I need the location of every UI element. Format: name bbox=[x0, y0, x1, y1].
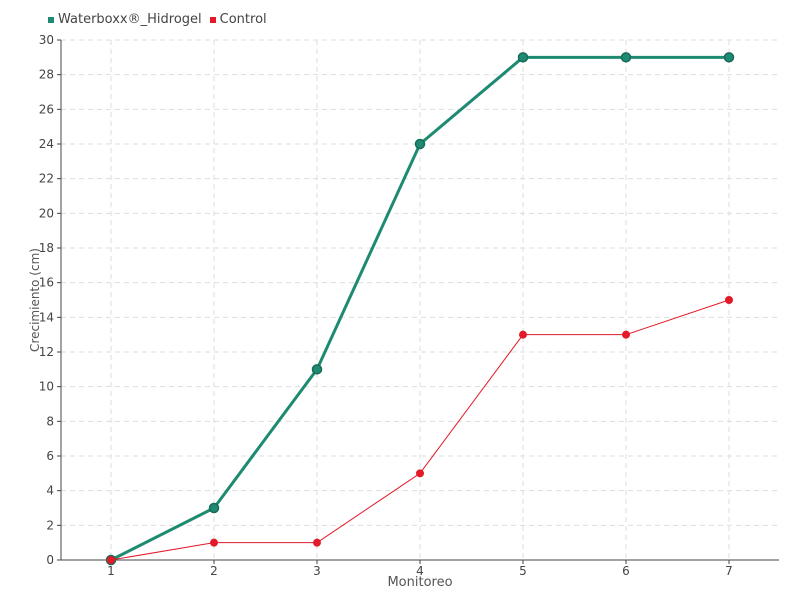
legend-item-control[interactable]: Control bbox=[209, 12, 267, 27]
x-tick-label: 6 bbox=[622, 564, 630, 578]
data-point-control bbox=[210, 538, 218, 547]
y-tick-label: 16 bbox=[39, 276, 54, 290]
data-point-control bbox=[107, 556, 115, 564]
data-point-control bbox=[725, 296, 733, 304]
y-tick-label: 18 bbox=[39, 241, 54, 255]
y-tick-label: 28 bbox=[39, 68, 54, 82]
legend-item-waterboxx[interactable]: Waterboxx®_Hidrogel bbox=[48, 12, 202, 27]
x-tick-label: 2 bbox=[210, 564, 218, 578]
y-tick-label: 4 bbox=[46, 484, 54, 498]
y-tick-label: 14 bbox=[39, 310, 54, 324]
y-tick-label: 30 bbox=[39, 33, 54, 47]
x-tick-label: 4 bbox=[416, 564, 424, 578]
y-tick-label: 12 bbox=[39, 345, 54, 359]
data-point-waterboxx bbox=[208, 502, 220, 514]
data-point-control bbox=[416, 469, 424, 478]
y-tick-label: 10 bbox=[39, 380, 54, 394]
y-tick-label: 24 bbox=[39, 137, 54, 151]
data-point-waterboxx bbox=[414, 138, 426, 150]
series-control bbox=[107, 296, 733, 564]
y-tick-label: 22 bbox=[39, 172, 54, 186]
legend-swatch-waterboxx bbox=[48, 16, 54, 23]
legend-label-waterboxx: Waterboxx®_Hidrogel bbox=[58, 12, 202, 27]
series-waterboxx bbox=[105, 52, 735, 566]
x-tick-label: 3 bbox=[313, 564, 321, 578]
legend-swatch-control bbox=[209, 16, 216, 23]
data-point-waterboxx bbox=[517, 52, 529, 63]
y-tick-label: 20 bbox=[39, 206, 54, 220]
y-tick-label: 0 bbox=[46, 553, 54, 567]
x-tick-label: 5 bbox=[519, 564, 527, 578]
data-point-waterboxx bbox=[311, 364, 323, 375]
y-tick-label: 6 bbox=[46, 449, 54, 463]
data-point-control bbox=[519, 330, 527, 339]
y-tick-label: 8 bbox=[46, 414, 54, 428]
data-point-control bbox=[622, 330, 630, 339]
data-point-waterboxx bbox=[620, 52, 632, 63]
data-point-waterboxx bbox=[723, 52, 735, 63]
x-tick-label: 1 bbox=[107, 564, 115, 578]
x-axis-label: Monitoreo bbox=[387, 575, 452, 590]
y-tick-label: 2 bbox=[46, 518, 54, 532]
legend-label-control: Control bbox=[219, 12, 267, 27]
y-axis-label: Crecimiento (cm) bbox=[28, 248, 42, 352]
data-point-control bbox=[313, 538, 321, 547]
y-tick-label: 26 bbox=[39, 102, 54, 116]
legend: Waterboxx®_Hidrogel Control bbox=[48, 12, 275, 27]
x-tick-label: 7 bbox=[725, 564, 733, 578]
